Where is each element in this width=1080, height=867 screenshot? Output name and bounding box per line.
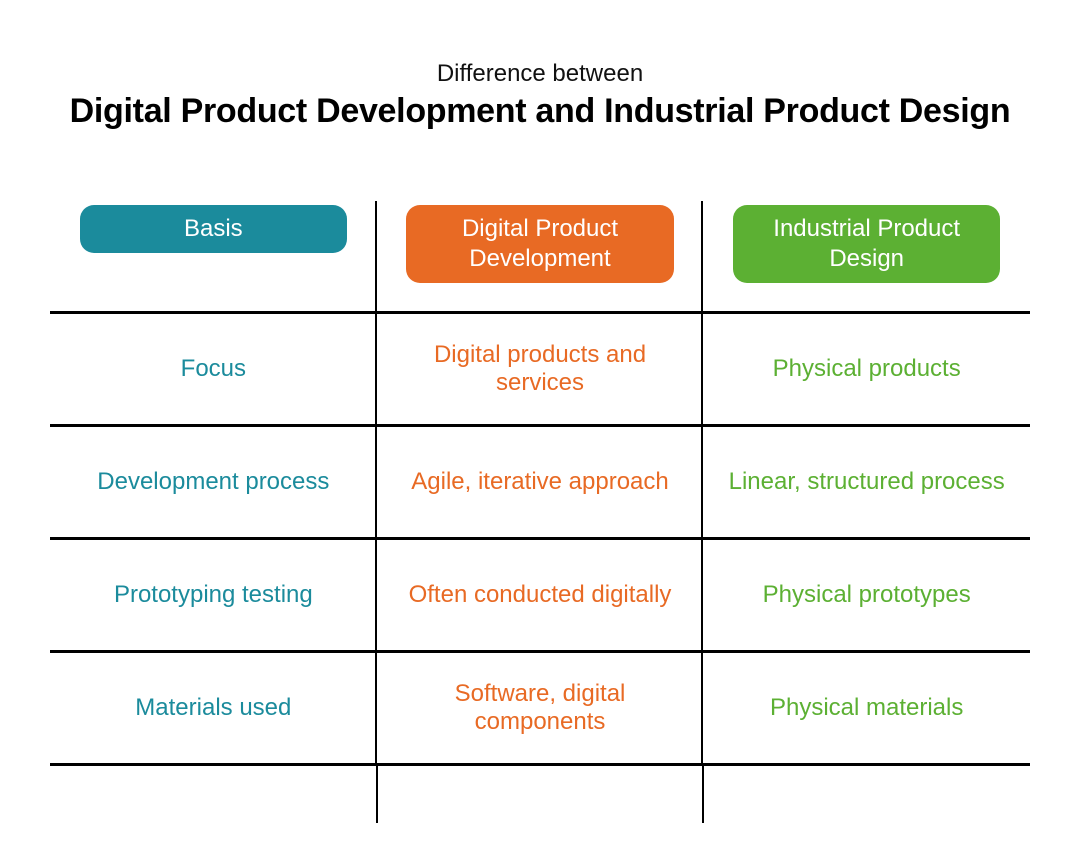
cell-basis: Prototyping testing bbox=[50, 540, 377, 650]
header-pill-basis: Basis bbox=[80, 205, 347, 253]
table-row: Development process Agile, iterative app… bbox=[50, 424, 1030, 537]
table-row: Focus Digital products and services Phys… bbox=[50, 311, 1030, 424]
cell-ipd: Physical materials bbox=[703, 653, 1030, 763]
cell-basis: Materials used bbox=[50, 653, 377, 763]
table-header-row: Basis Digital Product Development Indust… bbox=[50, 201, 1030, 311]
cell-ipd: Physical prototypes bbox=[703, 540, 1030, 650]
page-subtitle: Difference between bbox=[30, 60, 1050, 88]
cell-basis: Development process bbox=[50, 427, 377, 537]
cell-ipd: Linear, structured process bbox=[703, 427, 1030, 537]
page: Difference between Digital Product Devel… bbox=[0, 0, 1080, 766]
table-row: Prototyping testing Often conducted digi… bbox=[50, 537, 1030, 650]
header-pill-dpd: Digital Product Development bbox=[406, 205, 673, 283]
cell-dpd: Often conducted digitally bbox=[377, 540, 704, 650]
header-cell-basis: Basis bbox=[50, 201, 377, 311]
cell-dpd: Software, digital components bbox=[377, 653, 704, 763]
divider-stub bbox=[702, 763, 704, 823]
header-cell-dpd: Digital Product Development bbox=[377, 201, 704, 311]
cell-dpd: Digital products and services bbox=[377, 314, 704, 424]
cell-ipd: Physical products bbox=[703, 314, 1030, 424]
divider-stub bbox=[376, 763, 378, 823]
cell-dpd: Agile, iterative approach bbox=[377, 427, 704, 537]
header-pill-ipd: Industrial Product Design bbox=[733, 205, 1000, 283]
cell-basis: Focus bbox=[50, 314, 377, 424]
page-title: Digital Product Development and Industri… bbox=[30, 92, 1050, 131]
header-cell-ipd: Industrial Product Design bbox=[703, 201, 1030, 311]
table-row: Materials used Software, digital compone… bbox=[50, 650, 1030, 766]
comparison-table: Basis Digital Product Development Indust… bbox=[50, 201, 1030, 766]
